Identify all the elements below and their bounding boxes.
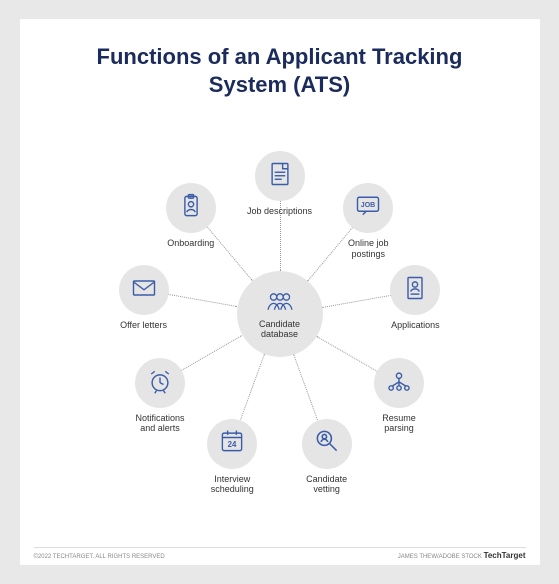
node-label: Onboarding	[167, 238, 214, 248]
envelope-icon	[130, 274, 158, 307]
footer-left: ©2022 TECHTARGET. ALL RIGHTS RESERVED	[34, 554, 165, 560]
page-title: Functions of an Applicant Tracking Syste…	[20, 43, 540, 98]
id-badge-icon	[177, 192, 205, 225]
job-board-icon: JOB	[354, 192, 382, 225]
parsing-icon	[385, 367, 413, 400]
node-circle	[119, 265, 169, 315]
footer-right: JAMES THEW/ADOBE STOCK TechTarget	[398, 551, 526, 560]
node-circle: 24	[207, 419, 257, 469]
diagram-node: Onboarding	[151, 183, 231, 248]
node-label: Online jobpostings	[348, 238, 389, 259]
calendar-icon: 24	[218, 427, 246, 460]
diagram-node: 24 Interviewscheduling	[192, 419, 272, 495]
node-circle	[166, 183, 216, 233]
svg-text:24: 24	[228, 440, 237, 449]
diagram-node: Notificationsand alerts	[120, 358, 200, 434]
node-label: Job descriptions	[247, 206, 312, 216]
magnifier-icon	[313, 427, 341, 460]
infographic-card: Functions of an Applicant Tracking Syste…	[20, 19, 540, 565]
node-label: Applications	[391, 320, 440, 330]
node-label: Resumeparsing	[382, 413, 416, 434]
diagram-node: Applications	[375, 265, 455, 330]
document-icon	[266, 160, 294, 193]
center-label: Candidatedatabase	[259, 319, 300, 340]
people-icon	[264, 289, 296, 315]
node-circle	[135, 358, 185, 408]
node-label: Offer letters	[120, 320, 167, 330]
node-circle	[390, 265, 440, 315]
node-circle	[374, 358, 424, 408]
node-circle	[255, 151, 305, 201]
diagram-node: Offer letters	[104, 265, 184, 330]
node-circle: JOB	[343, 183, 393, 233]
application-icon	[401, 274, 429, 307]
footer: ©2022 TECHTARGET. ALL RIGHTS RESERVED JA…	[34, 547, 526, 560]
radial-diagram: Candidatedatabase Job descriptions JOB Onli…	[20, 134, 540, 544]
diagram-node: Candidatevetting	[287, 419, 367, 495]
node-label: Candidatevetting	[306, 474, 347, 495]
spoke	[293, 354, 318, 420]
node-label: Interviewscheduling	[211, 474, 254, 495]
node-circle	[302, 419, 352, 469]
diagram-node: JOB Online jobpostings	[328, 183, 408, 259]
diagram-node: Job descriptions	[240, 151, 320, 216]
svg-text:JOB: JOB	[361, 202, 375, 209]
spoke	[240, 354, 265, 420]
diagram-node: Resumeparsing	[359, 358, 439, 434]
center-node: Candidatedatabase	[237, 271, 323, 357]
node-label: Notificationsand alerts	[135, 413, 184, 434]
alarm-icon	[146, 367, 174, 400]
